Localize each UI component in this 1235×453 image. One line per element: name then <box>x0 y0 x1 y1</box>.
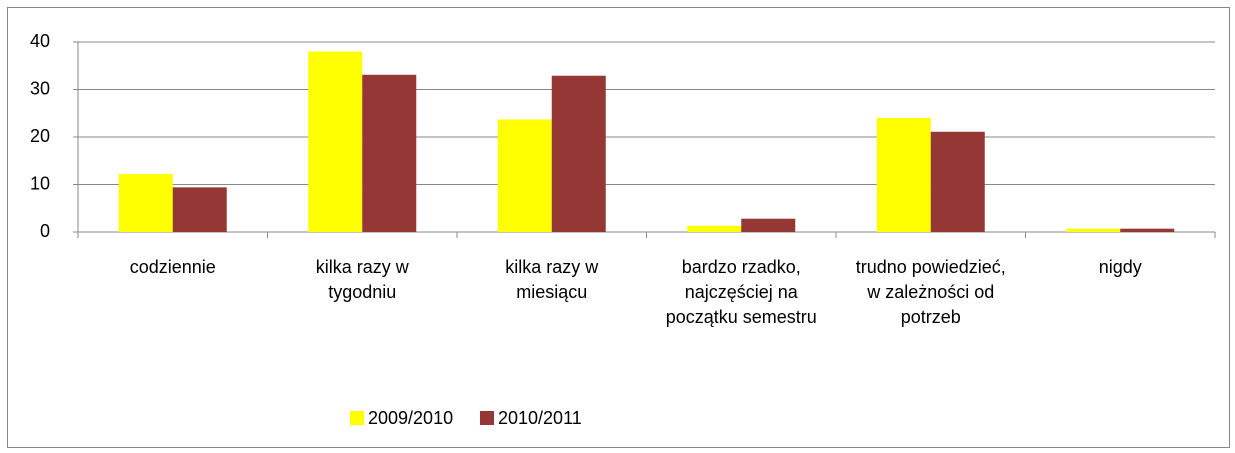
y-tick-label: 40 <box>30 31 50 51</box>
y-tick-label: 10 <box>30 173 50 193</box>
y-tick-label: 0 <box>40 221 50 241</box>
x-tick-label: trudno powiedzieć, w zależności od potrz… <box>855 257 1006 327</box>
x-tick-label: bardzo rzadko, najczęściej na początku s… <box>665 257 817 327</box>
x-tick-label: kilka razy w miesiącu <box>505 257 599 302</box>
bar <box>362 74 417 233</box>
x-tick-label: nigdy <box>1098 257 1142 277</box>
legend-label: 2009/2010 <box>368 408 453 428</box>
bar <box>1120 228 1175 232</box>
bar <box>741 218 796 232</box>
bar <box>687 225 742 232</box>
y-tick-label: 20 <box>30 126 50 146</box>
legend-swatch <box>480 411 494 425</box>
legend-swatch <box>350 411 364 425</box>
y-tick-label: 30 <box>30 78 50 98</box>
x-tick-label: kilka razy w tygodniu <box>315 257 409 302</box>
bar <box>1066 228 1121 232</box>
bar <box>308 51 363 232</box>
bar <box>497 119 552 232</box>
x-tick-label: codziennie <box>129 257 216 277</box>
bar <box>876 118 931 232</box>
bar <box>551 75 606 232</box>
legend-label: 2010/2011 <box>498 408 582 428</box>
bar <box>172 187 227 232</box>
bar <box>118 174 173 232</box>
bar <box>930 131 985 232</box>
